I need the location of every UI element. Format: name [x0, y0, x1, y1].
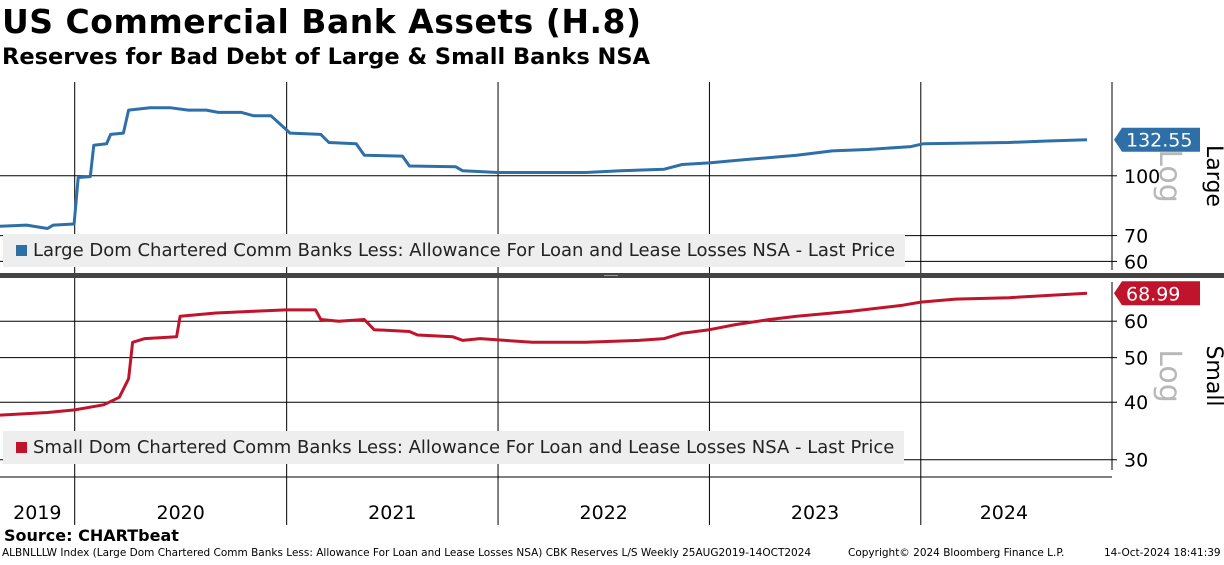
x-tick-label: 2023 [791, 502, 839, 524]
large-axis-title: Large [1201, 145, 1224, 207]
legend-large-swatch [16, 245, 27, 256]
footer-timestamp: 14-Oct-2024 18:41:39 [1104, 547, 1221, 559]
large-y-tick-label: 100 [1124, 166, 1160, 188]
footer-copyright: Copyright© 2024 Bloomberg Finance L.P. [848, 547, 1065, 559]
small-y-tick-label: 60 [1124, 311, 1148, 333]
small-last-price-tag [1114, 281, 1200, 306]
legend-small-label: Small Dom Chartered Comm Banks Less: All… [33, 437, 895, 458]
legend-small: Small Dom Chartered Comm Banks Less: All… [3, 431, 905, 464]
small-series-line [0, 291, 1088, 417]
legend-large: Large Dom Chartered Comm Banks Less: All… [3, 234, 906, 267]
small-y-tick-label: 30 [1124, 450, 1148, 472]
large-series-line [0, 106, 1088, 230]
small-y-tick-label: 50 [1124, 348, 1148, 370]
large-y-tick-label: 60 [1124, 251, 1148, 273]
source-note: Source: CHARTbeat [4, 526, 179, 545]
large-y-tick-label: 70 [1124, 226, 1148, 248]
large-scale-label: Log [1152, 149, 1187, 203]
x-tick-label: 2019 [13, 502, 61, 524]
large-last-price-tag [1114, 127, 1200, 152]
x-tick-label: 2020 [157, 502, 205, 524]
legend-large-label: Large Dom Chartered Comm Banks Less: All… [33, 240, 896, 261]
x-tick-label: 2024 [980, 502, 1028, 524]
small-axis-title: Small [1201, 345, 1224, 406]
legend-small-swatch [16, 442, 27, 453]
small-y-tick-label: 40 [1124, 392, 1148, 414]
chart-title: US Commercial Bank Assets (H.8) [2, 2, 642, 41]
chart-subtitle: Reserves for Bad Debt of Large & Small B… [2, 44, 650, 70]
large-last-price-label: 132.55 [1126, 130, 1192, 152]
small-last-price-label: 68.99 [1126, 283, 1180, 305]
footer-index-description: ALBNLLLW Index (Large Dom Chartered Comm… [2, 547, 812, 559]
x-tick-label: 2021 [368, 502, 416, 524]
x-tick-label: 2022 [580, 502, 628, 524]
small-scale-label: Log [1152, 349, 1187, 403]
